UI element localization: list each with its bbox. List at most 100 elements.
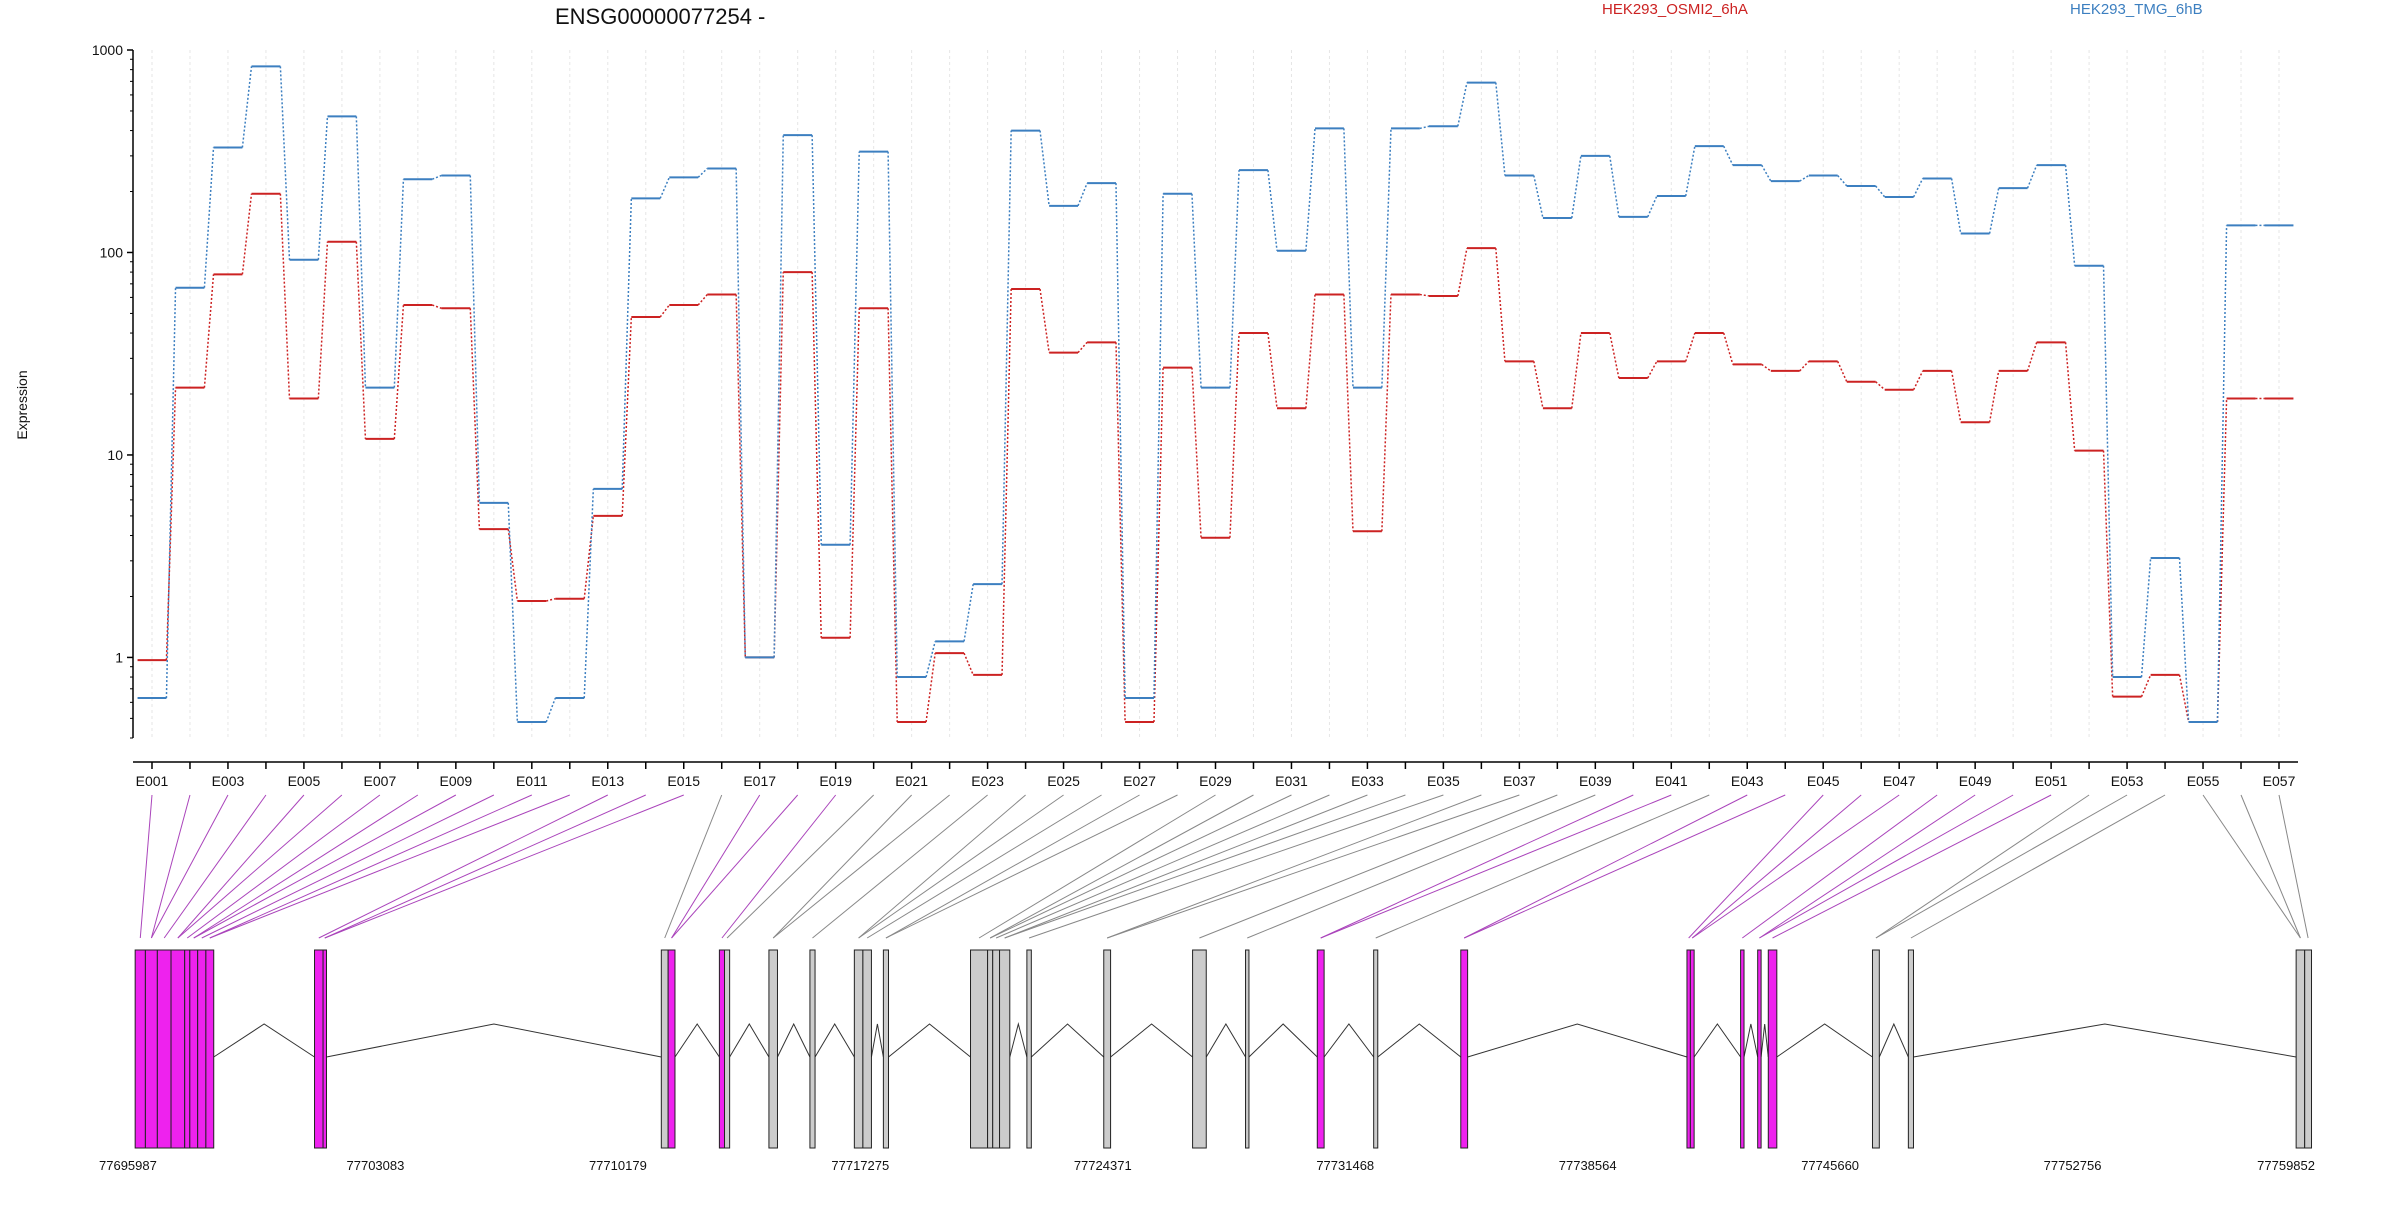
series-connector [279,193,291,399]
series-connector [1191,367,1202,538]
exon-block [992,949,1001,1149]
exon-connector [866,794,1102,939]
x-tick-label: E045 [1807,773,1840,789]
coordinate-label: 77731468 [1316,1158,1374,1173]
series-connector [1609,155,1620,217]
series-connector [1571,155,1582,219]
exon-connector [1247,794,1596,939]
series-connector [1950,370,1962,423]
series-connector [507,502,519,722]
series-connector [1912,370,1924,391]
genomic-coordinates: 77695987 77703083 77710179 77717275 77724371… [99,1158,2315,1173]
series-connector [1001,288,1012,675]
series-connector [1837,175,1848,187]
exon-connector [885,794,1178,939]
series-connector [1115,183,1126,699]
series-connector [469,175,481,503]
coordinate-label: 77717275 [831,1158,889,1173]
series-connector [925,641,936,678]
series-connector [1799,174,1810,182]
x-tick-label: E017 [743,773,776,789]
exon-connector [989,794,1292,939]
intron [1248,1023,1318,1058]
series-connector [355,241,367,439]
intron [1760,1023,1769,1058]
exon-connector [201,794,495,939]
exon-connector [1742,794,1938,939]
series-connector [241,193,253,275]
x-tick-label: E057 [2263,773,2296,789]
x-tick-label: E003 [212,773,245,789]
exon-block [1192,949,1207,1149]
exon-connector [1004,794,1406,939]
exon-connector [2240,794,2301,939]
exon-block [809,949,816,1149]
series-connector [1571,332,1582,409]
exon-block [314,949,324,1149]
series-connector [2140,674,2152,697]
series-connector [469,308,481,530]
exon-block [970,949,989,1149]
series-connector [887,151,898,678]
series-connector [1684,146,1696,197]
series-lines [137,65,2294,723]
exon-connector [1691,794,1900,939]
exon-connector [177,794,305,939]
intron [1205,1023,1246,1058]
series-connector [1229,170,1240,388]
series-connector [1267,332,1278,409]
series-connector [1761,363,1772,372]
exon-connector [163,794,267,939]
series-connector [2064,342,2076,451]
exon-connector [1199,794,1558,939]
series-connector [811,135,822,545]
series-connector [1039,130,1050,206]
x-tick-label: E055 [2187,773,2220,789]
exon-connector [1004,794,1368,939]
intron [870,1023,884,1058]
exon-connector [1463,794,1786,939]
x-tick-label: E019 [819,773,852,789]
exon-connector [1320,794,1634,939]
coordinate-label: 77752756 [2044,1158,2102,1173]
x-tick-label: E011 [516,773,548,789]
exon-connector [1688,794,1824,939]
intron [814,1023,855,1058]
legend-series-tmg: HEK293_TMG_6hB [2070,1,2203,18]
y-tick-label: 100 [100,244,124,260]
coordinate-label: 77710179 [589,1158,647,1173]
series-connector [811,272,822,638]
series-connector [1533,361,1544,409]
exon-connector [1106,794,1482,939]
series-connector [1419,293,1430,297]
x-tick-label: E005 [288,773,321,789]
exon-connector [1759,794,1976,939]
exon-connector [978,794,1216,939]
exon-connector [671,794,761,939]
series-connector [2026,164,2038,189]
exon-block [999,949,1011,1149]
exon-connector [139,794,153,939]
series-connector [317,241,329,399]
series-connector [1875,381,1886,391]
exon-connector [1910,794,2166,939]
series-connector [279,66,291,260]
coordinate-label: 77703083 [347,1158,405,1173]
exon-block [724,949,731,1149]
exon-gridlines [151,50,2280,738]
y-tick-label: 1000 [92,42,123,58]
exon-connector [671,794,799,939]
gene-model [134,949,2313,1149]
series-connector [432,304,442,310]
x-tick-label: E053 [2111,773,2144,789]
intron [1693,1023,1742,1058]
exon-connector [209,794,533,939]
series-connector [621,198,633,489]
exon-connector [1463,794,1748,939]
series-connector [165,287,177,699]
exon-connector [324,794,646,939]
x-tick-label: E031 [1275,773,1308,789]
x-tick-label: E035 [1427,773,1460,789]
exon-block [2295,949,2306,1149]
series-connector [583,488,595,699]
